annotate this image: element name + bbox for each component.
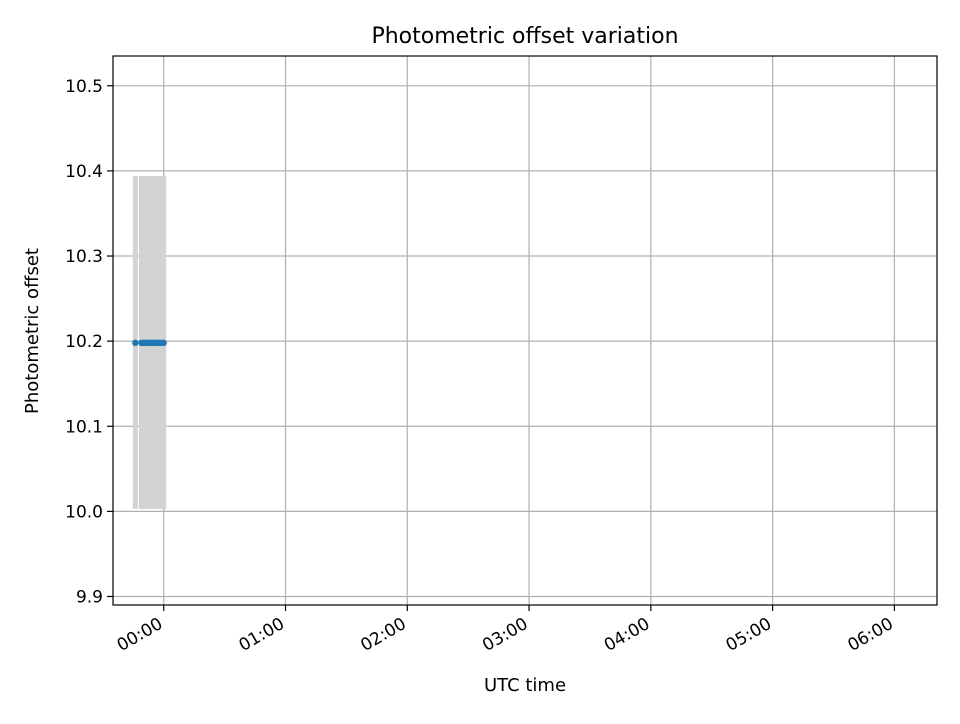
y-tick-label: 10.3 — [65, 247, 103, 267]
x-tick-label: 03:00 — [479, 614, 531, 656]
chart-title: Photometric offset variation — [371, 24, 678, 49]
x-axis-label: UTC time — [484, 675, 566, 696]
x-tick-label: 04:00 — [601, 614, 653, 656]
data-point — [160, 339, 167, 347]
x-tick-label: 05:00 — [723, 614, 775, 656]
y-tick-label: 10.1 — [65, 417, 103, 437]
y-axis-ticks: 9.9 10.0 10.1 10.2 10.3 10.4 10.5 — [65, 77, 113, 607]
x-axis-ticks: 00:00 01:00 02:00 03:00 04:00 05:00 06:00 — [114, 605, 897, 656]
y-tick-label: 10.4 — [65, 162, 103, 182]
data-points — [132, 339, 167, 347]
x-tick-label: 00:00 — [114, 614, 166, 656]
data-point — [132, 339, 139, 347]
x-tick-label: 01:00 — [236, 614, 288, 656]
y-tick-label: 10.0 — [65, 502, 103, 522]
y-tick-label: 10.5 — [65, 77, 103, 97]
y-tick-label: 10.2 — [65, 332, 103, 352]
y-axis-label: Photometric offset — [22, 248, 43, 414]
x-tick-label: 02:00 — [357, 614, 409, 656]
plot-frame — [112, 55, 938, 606]
x-tick-label: 06:00 — [844, 614, 896, 656]
grid — [113, 56, 937, 605]
y-tick-label: 9.9 — [76, 587, 103, 607]
